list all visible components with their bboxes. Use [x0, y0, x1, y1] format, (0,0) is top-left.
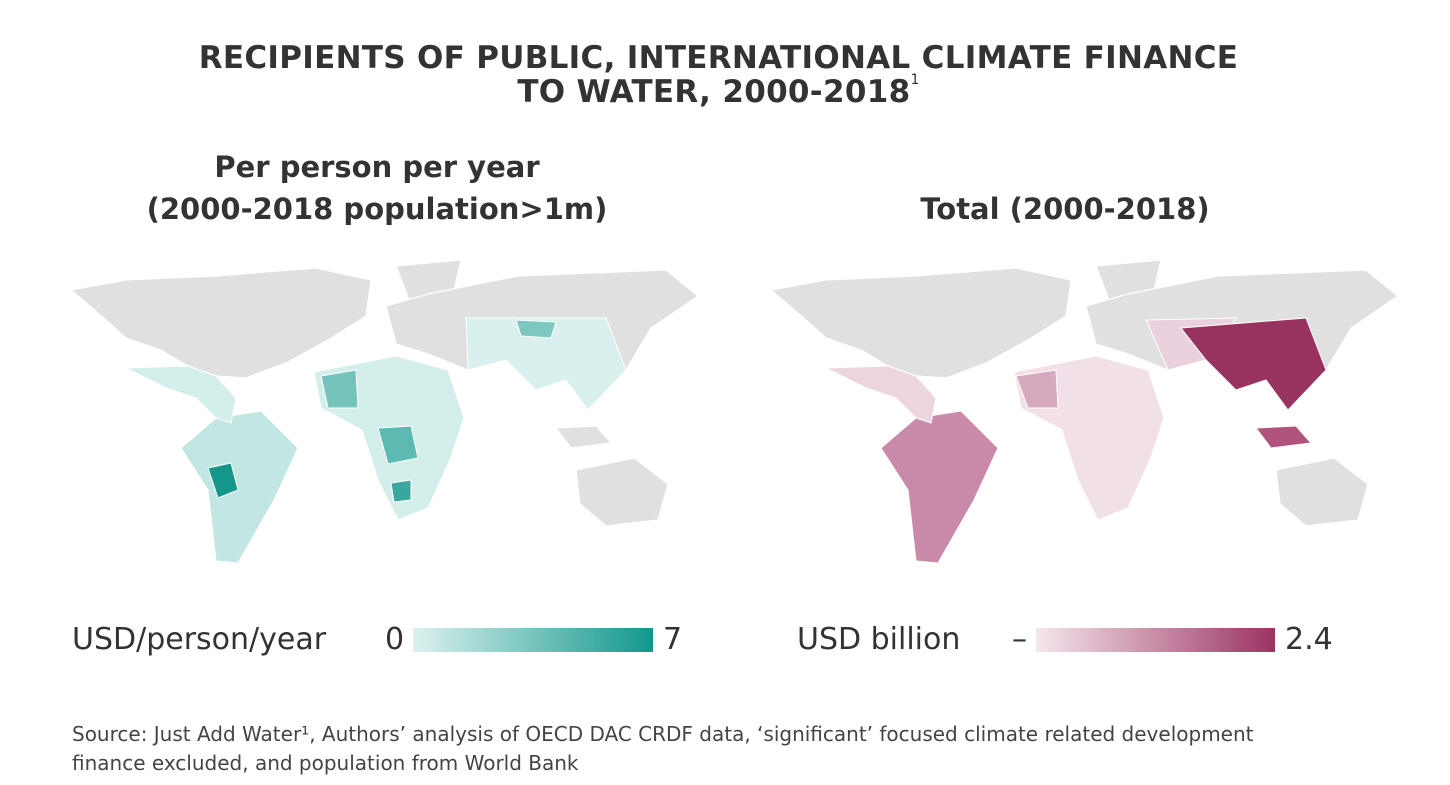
subtitle: Per person per year: [214, 150, 540, 184]
legend-min: –: [1012, 622, 1027, 657]
footnote-mark: 1: [910, 72, 920, 88]
subtitle: Total (2000-2018): [920, 192, 1210, 226]
legend-label: USD billion: [797, 622, 961, 657]
source-line: finance excluded, and population from Wo…: [72, 751, 579, 775]
map-per-person: [70, 259, 699, 564]
title-text: TO WATER, 2000-2018: [517, 74, 911, 110]
subtitle: (2000-2018 population>1m): [146, 192, 608, 226]
legend-max: 7: [663, 622, 683, 657]
title-line: RECIPIENTS OF PUBLIC, INTERNATIONAL CLIM…: [198, 40, 1239, 76]
legend-min: 0: [385, 622, 405, 657]
color-scale: [1036, 628, 1275, 652]
color-scale: [413, 628, 653, 652]
title-line: TO WATER, 2000-20181: [0, 72, 1437, 110]
map-total: [770, 259, 1399, 564]
legend-max: 2.4: [1285, 622, 1333, 657]
legend-label: USD/person/year: [72, 622, 327, 657]
source-line: Source: Just Add Water¹, Authors’ analys…: [72, 722, 1254, 746]
